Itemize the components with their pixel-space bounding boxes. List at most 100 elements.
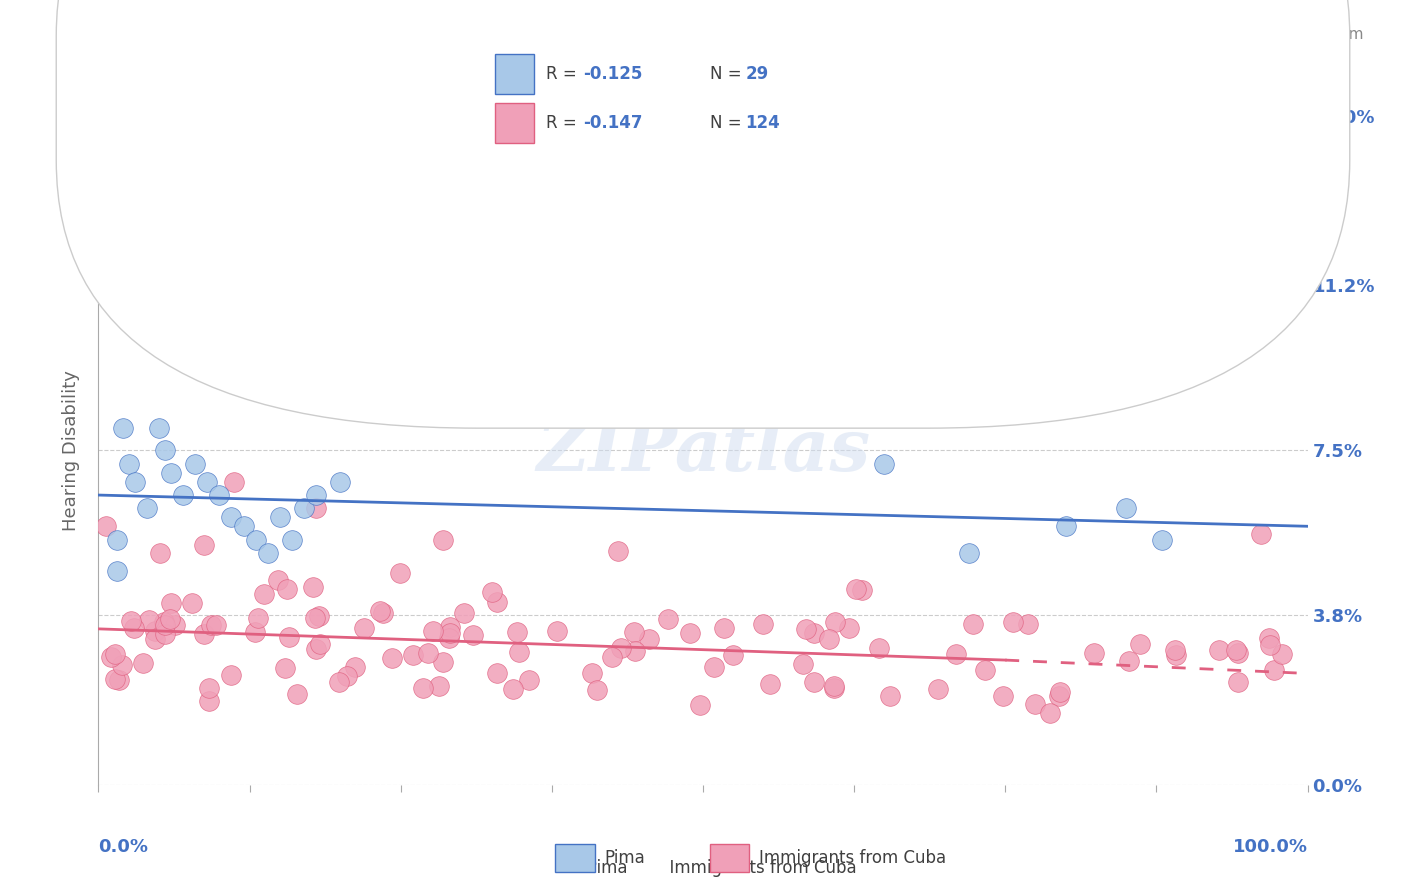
Point — [703, 660, 725, 674]
Point — [160, 466, 183, 480]
Point — [1083, 646, 1105, 660]
Point — [274, 661, 297, 675]
Point — [193, 627, 215, 641]
Point — [1163, 643, 1185, 657]
Point — [502, 681, 524, 696]
Point — [689, 698, 711, 712]
Text: Pima        Immigrants from Cuba: Pima Immigrants from Cuba — [550, 858, 856, 877]
Text: Immigrants from Cuba: Immigrants from Cuba — [759, 849, 946, 867]
Point — [195, 475, 218, 489]
Point — [1164, 648, 1187, 662]
Point — [304, 611, 326, 625]
Point — [368, 604, 391, 618]
Point — [1263, 663, 1285, 677]
Point — [481, 584, 503, 599]
Point — [432, 655, 454, 669]
Point — [172, 488, 194, 502]
Point — [453, 606, 475, 620]
Point — [243, 625, 266, 640]
Point — [165, 618, 187, 632]
Point — [401, 648, 423, 663]
Point — [1225, 643, 1247, 657]
Point — [304, 501, 326, 516]
Point — [657, 612, 679, 626]
Text: N =: N = — [710, 114, 747, 132]
Text: R =: R = — [546, 114, 582, 132]
Point — [1049, 685, 1071, 699]
Point — [873, 457, 896, 471]
Point — [600, 650, 623, 665]
Point — [993, 689, 1015, 703]
Point — [803, 626, 825, 640]
Point — [517, 673, 540, 687]
Point — [160, 596, 183, 610]
Point — [1258, 638, 1281, 652]
Point — [135, 501, 157, 516]
Point — [281, 533, 304, 547]
Point — [100, 650, 122, 665]
Point — [105, 533, 128, 547]
Point — [638, 632, 661, 646]
Point — [823, 679, 845, 693]
Point — [957, 546, 980, 560]
Point — [143, 632, 166, 647]
Point — [1129, 637, 1152, 651]
Point — [285, 686, 308, 700]
Point — [353, 621, 375, 635]
Point — [1024, 697, 1046, 711]
Point — [205, 618, 228, 632]
Point — [159, 612, 181, 626]
Point — [124, 475, 146, 489]
Point — [1257, 631, 1279, 645]
Point — [104, 673, 127, 687]
Text: -0.147: -0.147 — [583, 114, 643, 132]
Point — [309, 637, 332, 651]
Point — [607, 544, 630, 558]
Point — [193, 538, 215, 552]
Point — [308, 609, 330, 624]
Point — [153, 627, 176, 641]
Point — [823, 681, 845, 695]
Point — [94, 519, 117, 533]
Point — [208, 488, 231, 502]
Point — [104, 647, 127, 661]
Point — [508, 645, 530, 659]
Point — [197, 694, 219, 708]
Point — [247, 611, 270, 625]
Point — [267, 573, 290, 587]
Point — [373, 606, 395, 620]
Point — [879, 690, 901, 704]
Point — [1118, 654, 1140, 668]
Point — [381, 650, 404, 665]
Point — [678, 626, 700, 640]
Point — [463, 628, 485, 642]
Point — [1039, 706, 1062, 720]
Point — [198, 681, 221, 696]
Y-axis label: Hearing Disability: Hearing Disability — [62, 370, 80, 531]
Text: Pima: Pima — [605, 849, 645, 867]
Point — [148, 421, 170, 435]
Point — [432, 533, 454, 547]
Point — [302, 580, 325, 594]
Point — [1250, 527, 1272, 541]
Point — [546, 624, 568, 638]
Point — [1017, 617, 1039, 632]
Point — [245, 533, 267, 547]
Point — [232, 519, 254, 533]
Text: PIMA VS IMMIGRANTS FROM CUBA HEARING DISABILITY CORRELATION CHART: PIMA VS IMMIGRANTS FROM CUBA HEARING DIS… — [56, 36, 910, 54]
Point — [329, 475, 352, 489]
Point — [269, 510, 291, 524]
Point — [200, 618, 222, 632]
Point — [486, 595, 509, 609]
Point — [586, 682, 609, 697]
Point — [721, 648, 744, 662]
Point — [485, 665, 508, 680]
Point — [122, 621, 145, 635]
Point — [153, 615, 176, 629]
Point — [138, 613, 160, 627]
Text: ZIPatlas: ZIPatlas — [536, 415, 870, 486]
Point — [253, 587, 276, 601]
Point — [389, 566, 412, 580]
Point — [184, 457, 207, 471]
Point — [224, 475, 246, 489]
